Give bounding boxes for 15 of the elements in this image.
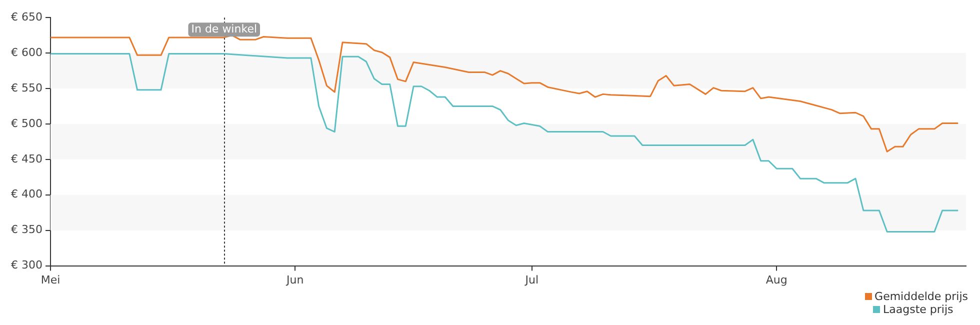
- x-tick-label: Aug: [766, 273, 788, 286]
- y-tick-label: € 450: [10, 152, 42, 166]
- y-tick-label: € 550: [10, 81, 42, 94]
- y-tick-label: € 300: [10, 258, 42, 272]
- y-tick-label: € 400: [10, 188, 42, 201]
- x-tick-label: Mei: [40, 273, 60, 286]
- legend-label: Laagste prijs: [883, 303, 954, 316]
- legend-label: Gemiddelde prijs: [874, 290, 968, 303]
- y-tick-label: € 350: [10, 223, 42, 236]
- y-tick-label: € 650: [10, 10, 42, 24]
- y-tick-label: € 500: [10, 116, 42, 130]
- ref-line-label: In de winkel: [191, 22, 258, 36]
- y-tick-label: € 600: [10, 46, 42, 59]
- x-tick-label: Jun: [286, 273, 304, 286]
- x-tick-label: Jul: [524, 273, 539, 286]
